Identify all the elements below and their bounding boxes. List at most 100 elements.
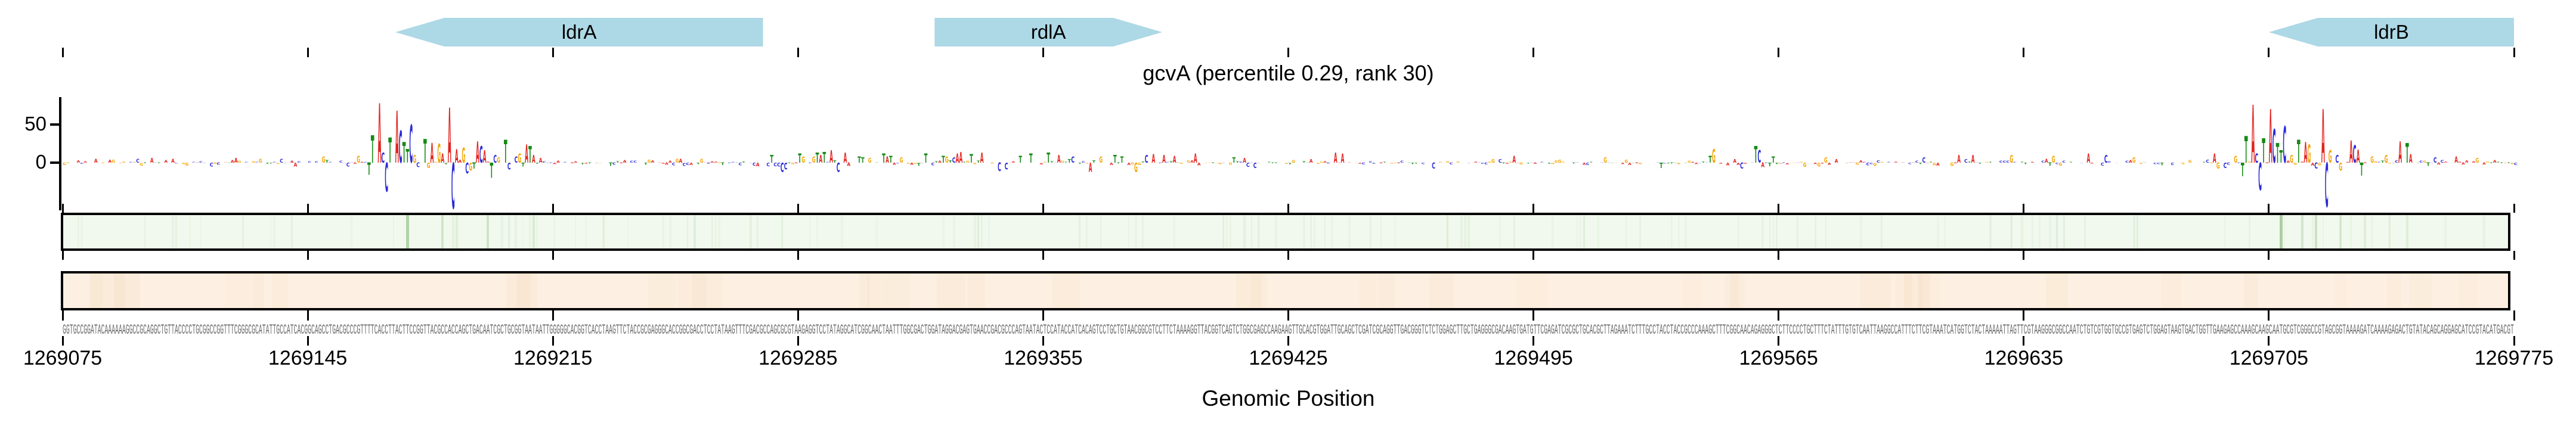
svg-text:T: T [2276, 138, 2280, 169]
orange-track-stripe [1917, 273, 1931, 308]
y-axis-spine [59, 97, 61, 210]
svg-text:C: C [273, 162, 276, 163]
svg-text:T: T [423, 133, 427, 171]
svg-text:C: C [1166, 162, 1169, 163]
axis-tick [2023, 48, 2025, 57]
svg-text:A: A [1852, 162, 1856, 163]
svg-text:C: C [2441, 159, 2444, 164]
svg-text:C: C [329, 162, 332, 163]
svg-text:G: G [133, 162, 137, 163]
svg-text:T: T [798, 151, 801, 166]
svg-text:T: T [1414, 163, 1419, 164]
green-track-highlight [809, 215, 812, 248]
svg-text:T: T [1772, 155, 1775, 165]
svg-text:A: A [2493, 160, 2497, 164]
svg-text:A: A [150, 158, 154, 165]
svg-text:C: C [633, 160, 637, 163]
svg-text:A: A [1628, 162, 1632, 166]
svg-text:T: T [770, 154, 773, 166]
svg-text:C: C [136, 158, 140, 164]
svg-text:T: T [1302, 160, 1306, 163]
svg-text:G: G [1873, 161, 1877, 167]
svg-text:T: T [742, 161, 746, 163]
x-tick-label: 1269775 [2474, 347, 2554, 369]
svg-text:G: G [1138, 163, 1141, 166]
svg-text:C: C [1478, 162, 1481, 163]
svg-text:C: C [826, 162, 829, 163]
svg-text:C: C [1751, 162, 1754, 163]
svg-text:C: C [1498, 158, 1502, 164]
svg-text:G: G [2308, 140, 2311, 169]
svg-text:G: G [140, 162, 143, 167]
svg-text:G: G [648, 158, 651, 164]
axis-tick [797, 48, 799, 57]
svg-text:C: C [1422, 163, 1425, 165]
svg-text:C: C [1999, 161, 2003, 164]
green-track-highlight [1447, 215, 1448, 248]
x-tick-label: 1269495 [1494, 347, 1573, 369]
svg-text:T: T [1250, 162, 1253, 163]
svg-text:A: A [1691, 162, 1695, 163]
svg-text:T: T [1754, 141, 1758, 169]
green-track-highlight [1576, 215, 1578, 248]
svg-text:G: G [1824, 157, 1828, 164]
svg-text:A: A [938, 161, 942, 164]
green-track-highlight [1467, 215, 1470, 248]
svg-text:G: G [1803, 161, 1807, 168]
svg-text:C: C [1362, 163, 1366, 166]
svg-text:T: T [535, 163, 540, 164]
svg-text:C: C [507, 160, 511, 172]
green-track-highlight [693, 215, 696, 248]
svg-text:C: C [2377, 162, 2381, 163]
svg-text:T: T [1667, 163, 1671, 164]
gene-label-rdlA: rdlA [1030, 21, 1066, 43]
svg-text:T: T [2297, 133, 2301, 170]
svg-text:A: A [1901, 162, 1905, 163]
svg-text:G: G [1085, 163, 1089, 164]
svg-text:G: G [469, 161, 472, 173]
svg-text:A: A [2444, 161, 2448, 163]
svg-text:C: C [199, 161, 203, 163]
green-track-highlight [2315, 215, 2317, 248]
svg-text:G: G [1603, 157, 1607, 164]
green-track-highlight [1135, 215, 1137, 248]
svg-text:A: A [360, 162, 364, 163]
svg-text:A: A [2437, 163, 2441, 166]
svg-text:T: T [2202, 162, 2206, 163]
svg-text:A: A [553, 163, 556, 164]
svg-text:G: G [259, 158, 262, 164]
svg-text:T: T [521, 162, 525, 168]
svg-text:C: C [2157, 163, 2160, 165]
green-track-highlight [2011, 215, 2012, 248]
svg-text:A: A [525, 140, 528, 169]
svg-text:T: T [2507, 163, 2511, 164]
svg-text:A: A [956, 151, 959, 166]
green-track-highlight [451, 215, 454, 248]
dna-sequence-text: GGTGCCGGATACAAAAAAGGCCGCAGGCTGTTACCCCTGC… [63, 322, 2514, 338]
axis-tick [2268, 251, 2270, 260]
svg-text:A: A [1621, 163, 1624, 165]
svg-text:A: A [378, 87, 382, 182]
svg-text:T: T [472, 161, 476, 171]
axis-tick [1287, 48, 1289, 57]
svg-text:A: A [1127, 162, 1131, 166]
gene-label-ldrB: ldrB [2374, 21, 2409, 43]
svg-text:A: A [620, 163, 624, 164]
green-track-highlight [144, 215, 146, 248]
svg-text:T: T [882, 151, 886, 166]
svg-text:C: C [479, 141, 483, 169]
svg-text:A: A [2031, 162, 2035, 163]
axis-tick [797, 251, 799, 260]
svg-text:G: G [2234, 154, 2237, 165]
svg-text:A: A [294, 161, 298, 168]
y-tick-label-50: 50 [24, 113, 47, 135]
green-track-highlight [1226, 215, 1228, 248]
green-track-highlight [1174, 215, 1175, 248]
svg-text:A: A [455, 146, 459, 167]
green-track-highlight [750, 215, 752, 248]
green-track-highlight [1243, 215, 1246, 248]
green-track-highlight [553, 215, 556, 248]
green-track-highlight [1310, 215, 1312, 248]
svg-text:G: G [462, 144, 466, 167]
svg-text:G: G [1712, 146, 1716, 167]
